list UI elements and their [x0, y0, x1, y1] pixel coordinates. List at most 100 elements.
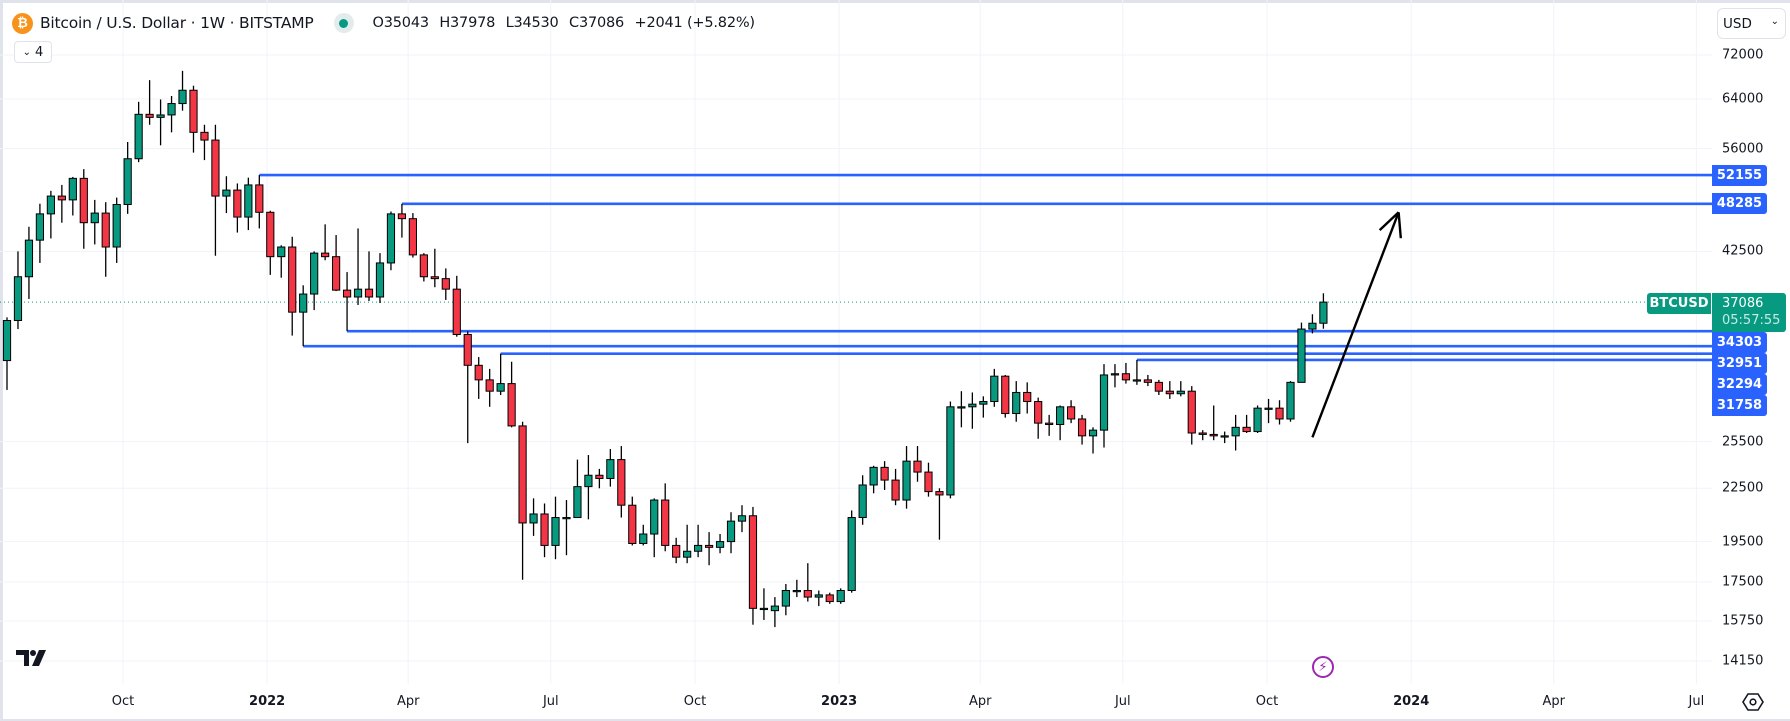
symbol-title[interactable]: Bitcoin / U.S. Dollar · 1W · BITSTAMP: [40, 14, 314, 32]
trend-arrow[interactable]: [1311, 211, 1403, 438]
price-tick-label: 72000: [1722, 47, 1764, 63]
candle: [145, 80, 154, 125]
candle-body-up: [156, 114, 165, 118]
candle: [507, 361, 516, 428]
candle-body-down: [1198, 432, 1207, 435]
chevron-down-icon: ⌄: [22, 46, 32, 58]
candle: [1154, 379, 1163, 396]
candle-body-up: [726, 520, 736, 543]
horizontal-levels[interactable]: [259, 173, 1712, 362]
candle: [101, 202, 110, 277]
candle-body-down: [200, 131, 209, 141]
arrow-head[interactable]: [1378, 211, 1400, 231]
candle-body-down: [628, 504, 637, 544]
close-value: C37086: [569, 15, 625, 31]
candle-body-up: [979, 401, 988, 405]
last-price: 37086: [1722, 296, 1764, 311]
candle-body-up: [1297, 328, 1306, 383]
candle-body-up: [24, 239, 34, 278]
currency-label: USD: [1723, 15, 1752, 32]
currency-select[interactable]: USD ⌄: [1717, 8, 1786, 39]
candle: [584, 455, 593, 520]
tradingview-logo[interactable]: [16, 648, 52, 672]
candle-body-down: [803, 590, 812, 598]
price-tick-label: 42500: [1722, 243, 1764, 259]
candle: [463, 331, 472, 444]
candle-body-up: [639, 533, 648, 544]
arrow-head[interactable]: [1397, 212, 1403, 239]
candle-body-down: [189, 89, 198, 133]
candle-body-up: [244, 184, 253, 218]
candle: [1231, 414, 1240, 451]
candle: [518, 421, 527, 580]
candle-body-down: [1066, 406, 1076, 420]
candle: [1110, 364, 1120, 388]
candle: [156, 99, 165, 146]
candle-body-up: [562, 517, 571, 520]
level-price-label: 32951: [1712, 353, 1767, 374]
candle-body-up: [222, 189, 231, 197]
lightning-icon[interactable]: ⚡︎: [1312, 656, 1334, 678]
candle: [1319, 293, 1328, 329]
candle: [924, 462, 933, 497]
candle-body-up: [957, 406, 966, 409]
candle: [375, 253, 385, 303]
candle-body-up: [1110, 373, 1120, 376]
candle-body-down: [661, 499, 670, 546]
candle: [1286, 381, 1295, 422]
candle-body-down: [891, 479, 900, 501]
candle: [672, 537, 681, 564]
candle-body-up: [584, 474, 593, 488]
candle: [112, 197, 121, 263]
legend-header: ₿ Bitcoin / U.S. Dollar · 1W · BITSTAMP …: [12, 11, 761, 35]
candle-body-up: [178, 89, 187, 105]
candle: [189, 85, 198, 153]
ohlc-values: O35043 H37978 L34530 C37086 +2041 (+5.82…: [373, 15, 761, 31]
low-value: L34530: [505, 15, 559, 31]
candle-body-down: [704, 544, 714, 548]
candle: [2, 317, 12, 390]
gear-icon[interactable]: [1742, 692, 1764, 716]
arrow-shaft[interactable]: [1311, 211, 1400, 438]
high-value: H37978: [439, 15, 496, 31]
market-status-indicator[interactable]: [333, 13, 354, 33]
candle: [814, 590, 823, 607]
candle-body-up: [792, 590, 801, 593]
candle-body-up: [1231, 426, 1240, 437]
candle-body-up: [1099, 374, 1109, 431]
price-tick-label: 14150: [1722, 653, 1764, 669]
indicators-toggle-button[interactable]: ⌄ 4: [14, 41, 52, 63]
candle: [134, 101, 143, 163]
candle: [1077, 414, 1087, 445]
candle: [474, 357, 483, 399]
candle-body-down: [1023, 391, 1032, 403]
candle: [266, 210, 275, 275]
candle-body-down: [1001, 375, 1010, 415]
time-tick-label: Apr: [396, 694, 420, 709]
candle: [386, 211, 396, 271]
candle-body-down: [1275, 407, 1284, 420]
candle: [639, 524, 648, 546]
time-tick-label: Apr: [968, 694, 992, 709]
candle-body-up: [715, 541, 725, 548]
candle: [1132, 359, 1142, 385]
candle: [57, 184, 66, 223]
candle-body-down: [748, 515, 758, 609]
candle-body-down: [57, 195, 66, 201]
candle: [90, 199, 99, 245]
candle: [726, 512, 736, 554]
candle: [332, 235, 341, 292]
candle-body-up: [902, 460, 911, 501]
candle-body-down: [617, 459, 626, 506]
candle-body-down: [255, 184, 264, 213]
candle-body-up: [836, 590, 845, 603]
candle: [803, 563, 812, 602]
candle: [935, 488, 944, 540]
candle-body-up: [35, 213, 45, 241]
candle-body-up: [1308, 322, 1317, 330]
candle-body-up: [68, 177, 77, 201]
candles: [2, 70, 1328, 628]
candle-body-up: [573, 486, 582, 519]
